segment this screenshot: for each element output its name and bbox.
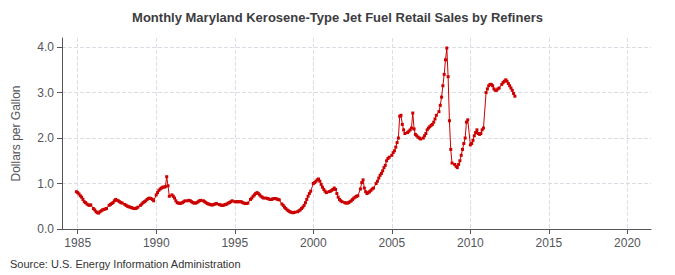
svg-text:2010: 2010 bbox=[457, 236, 484, 250]
svg-text:3.0: 3.0 bbox=[37, 86, 54, 100]
svg-text:Monthly Maryland Kerosene-Type: Monthly Maryland Kerosene-Type Jet Fuel … bbox=[132, 10, 543, 25]
svg-text:Source: U.S. Energy Informatio: Source: U.S. Energy Information Administ… bbox=[10, 258, 241, 270]
svg-text:1995: 1995 bbox=[221, 236, 248, 250]
svg-text:4.0: 4.0 bbox=[37, 40, 54, 54]
svg-text:2015: 2015 bbox=[536, 236, 563, 250]
svg-text:0.0: 0.0 bbox=[37, 222, 54, 236]
svg-text:2.0: 2.0 bbox=[37, 131, 54, 145]
svg-text:1.0: 1.0 bbox=[37, 177, 54, 191]
svg-text:1990: 1990 bbox=[143, 236, 170, 250]
svg-text:2005: 2005 bbox=[378, 236, 405, 250]
svg-text:1985: 1985 bbox=[64, 236, 91, 250]
svg-text:Dollars per Gallon: Dollars per Gallon bbox=[9, 85, 23, 181]
svg-text:2020: 2020 bbox=[614, 236, 641, 250]
svg-text:2000: 2000 bbox=[300, 236, 327, 250]
